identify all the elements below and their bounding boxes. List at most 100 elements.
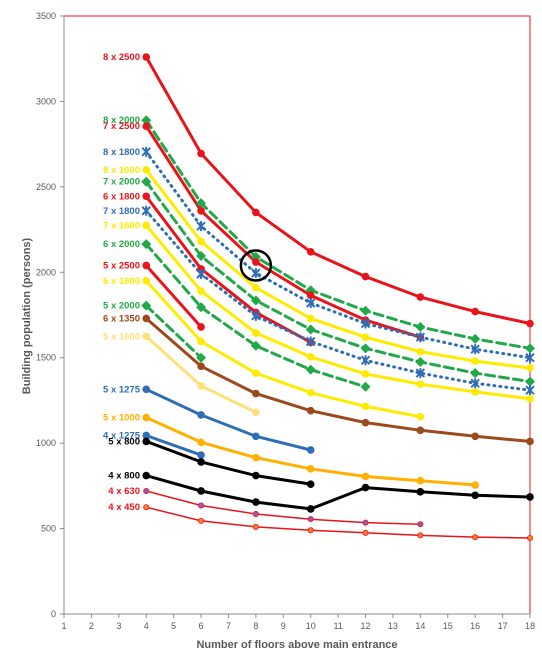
- data-point: [196, 302, 207, 313]
- x-tick-label: 16: [470, 621, 480, 631]
- series-lines: [144, 55, 532, 539]
- data-point: [471, 481, 479, 489]
- data-point: [197, 487, 205, 495]
- data-point: [197, 323, 205, 331]
- data-point: [361, 333, 370, 342]
- data-point: [141, 176, 152, 187]
- data-point: [142, 122, 151, 131]
- data-point: [141, 205, 151, 216]
- series-line: [144, 124, 422, 339]
- data-point: [197, 411, 205, 419]
- data-point: [360, 381, 371, 392]
- data-point: [197, 287, 205, 295]
- series-line: [144, 316, 532, 443]
- data-point: [252, 408, 260, 417]
- data-point: [416, 412, 425, 421]
- data-point: [142, 165, 151, 174]
- series-line: [144, 55, 532, 325]
- y-tick-label: 3500: [36, 11, 56, 21]
- data-point: [415, 356, 426, 367]
- data-point: [360, 305, 371, 316]
- data-point: [416, 488, 425, 496]
- x-tick-label: 2: [89, 621, 94, 631]
- data-point: [250, 295, 261, 306]
- y-tick-label: 500: [41, 524, 56, 534]
- data-point: [306, 480, 315, 488]
- data-point: [470, 378, 480, 389]
- series-line: [144, 434, 203, 457]
- data-point: [306, 353, 315, 361]
- series-label: 4 x 1275: [103, 430, 141, 441]
- data-point: [141, 115, 152, 126]
- data-point: [362, 529, 369, 536]
- data-point: [361, 402, 370, 411]
- data-point: [415, 332, 426, 343]
- data-point: [306, 247, 315, 256]
- x-axis-title: Number of floors above main entrance: [196, 639, 397, 651]
- series-line: [144, 242, 367, 389]
- highlight-circle: [239, 249, 273, 282]
- data-point: [362, 519, 369, 526]
- series-label: 4 x 630: [108, 486, 140, 497]
- data-point: [525, 376, 535, 387]
- series-label: 7 x 1600: [103, 220, 140, 231]
- data-point: [306, 388, 315, 397]
- data-point: [197, 451, 205, 459]
- series-label: 4 x 800: [108, 471, 140, 482]
- series-line: [144, 194, 313, 344]
- data-point: [196, 198, 207, 209]
- series-label: 5 x 1275: [103, 384, 141, 395]
- data-point: [142, 53, 151, 61]
- data-point: [142, 332, 151, 341]
- data-point: [197, 237, 205, 246]
- data-point: [361, 472, 370, 481]
- data-point: [252, 329, 260, 337]
- series-label: 5 x 1000: [103, 413, 140, 424]
- series-line: [144, 279, 422, 419]
- series-line: [144, 439, 313, 486]
- data-point: [143, 487, 150, 494]
- series-label: 8 x 1600: [103, 165, 140, 176]
- data-point: [307, 527, 314, 534]
- data-point: [471, 357, 479, 365]
- data-point: [197, 149, 205, 158]
- data-point: [142, 437, 151, 446]
- data-point: [198, 502, 205, 509]
- y-tick-label: 2500: [36, 182, 56, 192]
- x-tick-label: 17: [498, 621, 508, 631]
- series-label: 4 x 450: [108, 502, 140, 513]
- data-point: [306, 314, 315, 323]
- data-point: [252, 389, 260, 398]
- data-point: [470, 368, 481, 379]
- data-point: [252, 511, 259, 518]
- data-point: [252, 258, 260, 266]
- data-point: [527, 534, 534, 541]
- series-line: [145, 490, 422, 526]
- data-point: [142, 192, 151, 201]
- data-point: [141, 300, 152, 311]
- series-line: [144, 150, 532, 360]
- data-point: [306, 446, 315, 454]
- y-tick-label: 3000: [36, 96, 56, 106]
- data-point: [251, 310, 261, 321]
- data-point: [415, 321, 426, 332]
- data-point: [250, 340, 261, 351]
- data-point: [197, 206, 205, 215]
- data-point: [526, 319, 534, 328]
- series-label: 5 x 2500: [103, 260, 140, 271]
- series-line: [144, 334, 258, 414]
- series-line: [145, 506, 531, 539]
- x-tick-label: 9: [281, 621, 286, 631]
- x-tick-label: 10: [306, 621, 316, 631]
- series-line: [144, 264, 203, 329]
- data-point: [360, 355, 371, 366]
- series-line: [144, 304, 203, 360]
- data-point: [305, 364, 316, 375]
- data-point: [526, 437, 534, 446]
- data-point: [416, 347, 425, 356]
- x-tick-label: 11: [333, 621, 342, 631]
- series-label: 5 x 2000: [103, 301, 140, 312]
- series-markers: [141, 53, 535, 541]
- x-tick-label: 3: [116, 621, 121, 631]
- series-label: 5 x 800: [108, 436, 140, 447]
